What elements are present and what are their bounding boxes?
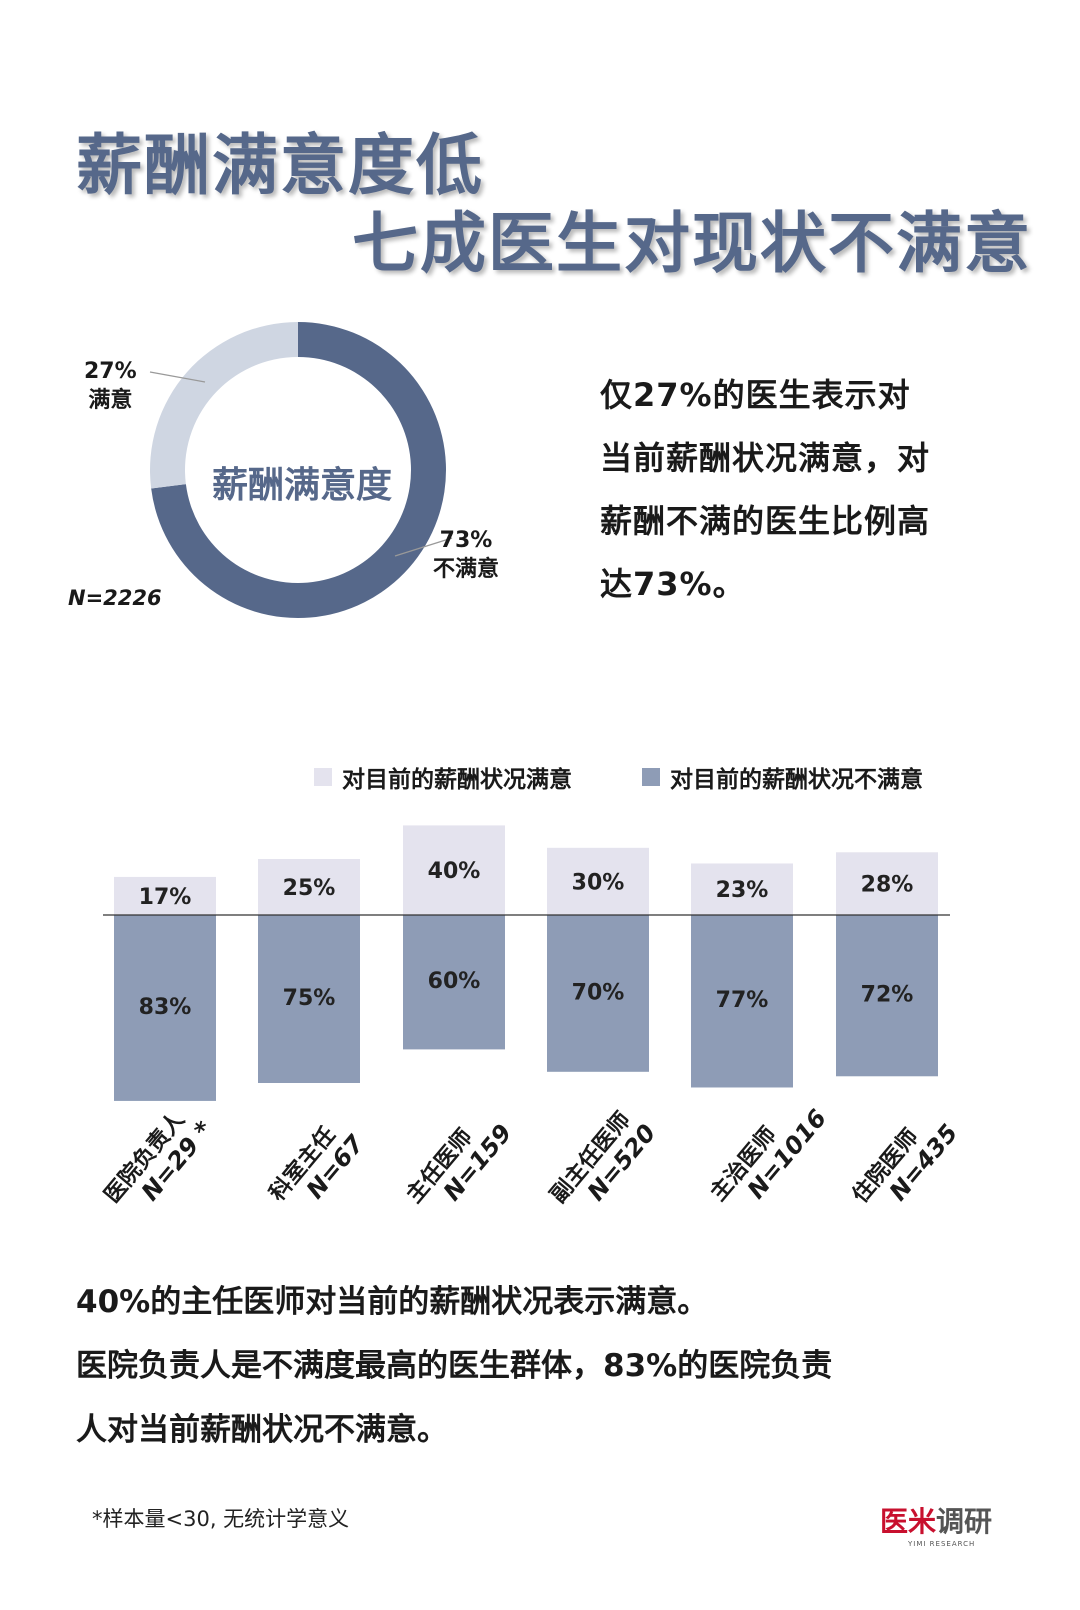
- title-line-1: 薪酬满意度低: [76, 127, 484, 204]
- category-label: 主任医师 N=159: [402, 1103, 517, 1226]
- legend-label-satisfied: 对目前的薪酬状况满意: [342, 767, 572, 793]
- donut-slice-satisfied: [149, 322, 298, 489]
- summary-bars-line: 人对当前薪酬状况不满意。: [76, 1412, 448, 1448]
- summary-donut-line: 当前薪酬状况满意，对: [600, 439, 931, 477]
- summary-donut: 仅27%的医生表示对 当前薪酬状况满意，对 薪酬不满的医生比例高 达73%。: [600, 364, 980, 616]
- bar-chart: 17% 83% 25% 75% 40% 60% 30% 70% 23% 77% 28% 72%: [103, 825, 950, 1101]
- data-label-satisfied: 23%: [716, 878, 769, 903]
- summary-donut-line: 仅27%的医生表示对: [600, 376, 911, 414]
- bar-satisfied: [114, 876, 216, 915]
- data-label-satisfied: 30%: [572, 870, 625, 895]
- legend-item-unsatisfied: 对目前的薪酬状况不满意: [642, 760, 923, 794]
- title-line-2: 七成医生对现状不满意: [352, 205, 1032, 282]
- satisfied-label: 满意: [88, 388, 133, 413]
- donut-label-satisfied: 27% 满意: [84, 357, 137, 415]
- data-label-unsatisfied: 77%: [716, 988, 769, 1013]
- legend-swatch-unsatisfied: [642, 768, 660, 786]
- leader-line-unsatisfied: [394, 537, 453, 557]
- category-label: 副主任医师 N=520: [546, 1103, 661, 1226]
- summary-donut-line: 薪酬不满的医生比例高: [600, 502, 931, 540]
- unsatisfied-percent: 73%: [439, 528, 493, 553]
- data-label-unsatisfied: 60%: [428, 969, 481, 994]
- logo-part-1: 医米: [880, 1505, 937, 1538]
- unsatisfied-label: 不满意: [433, 557, 500, 582]
- bar-satisfied: [258, 859, 360, 915]
- leader-line-satisfied: [149, 371, 206, 383]
- summary-bars-line: 40%的主任医师对当前的薪酬状况表示满意。: [76, 1284, 709, 1320]
- bar-satisfied: [836, 852, 938, 915]
- summary-bars: 40%的主任医师对当前的薪酬状况表示满意。 医院负责人是不满度最高的医生群体，8…: [76, 1270, 996, 1462]
- legend-swatch-satisfied: [314, 768, 332, 786]
- data-label-unsatisfied: 72%: [861, 983, 914, 1008]
- category-label: 住院医师 N=435: [848, 1103, 963, 1226]
- category-label: 科室主任 N=67: [265, 1114, 370, 1224]
- satisfied-percent: 27%: [84, 359, 137, 384]
- bar-unsatisfied: [836, 915, 938, 1077]
- donut-center-label: 薪酬满意度: [211, 465, 392, 506]
- bar-satisfied: [691, 863, 793, 915]
- data-label-unsatisfied: 83%: [139, 995, 192, 1020]
- data-label-unsatisfied: 70%: [572, 980, 625, 1005]
- logo-part-2: 调研: [936, 1505, 993, 1538]
- bar-unsatisfied: [114, 915, 216, 1101]
- donut-sample-size: N=2226: [68, 586, 162, 610]
- bar-satisfied: [403, 825, 505, 915]
- bar-unsatisfied: [547, 915, 649, 1072]
- data-label-satisfied: 17%: [139, 885, 192, 910]
- footnote: *样本量<30, 无统计学意义: [92, 1507, 350, 1531]
- bar-unsatisfied: [258, 915, 360, 1083]
- summary-donut-line: 达73%。: [600, 565, 746, 603]
- donut-chart: [149, 322, 453, 618]
- data-label-unsatisfied: 75%: [283, 986, 336, 1011]
- bar-satisfied: [547, 847, 649, 915]
- bar-unsatisfied: [691, 915, 793, 1088]
- brand-logo: 医米调研 YIMI RESEARCH: [880, 1500, 1010, 1548]
- bar-unsatisfied: [403, 915, 505, 1050]
- donut-label-unsatisfied: 73% 不满意: [433, 526, 499, 584]
- data-label-satisfied: 40%: [428, 859, 481, 884]
- legend-label-unsatisfied: 对目前的薪酬状况不满意: [670, 767, 923, 793]
- legend-item-satisfied: 对目前的薪酬状况满意: [314, 760, 572, 794]
- data-label-satisfied: 28%: [861, 873, 914, 898]
- data-label-satisfied: 25%: [283, 876, 336, 901]
- summary-bars-line: 医院负责人是不满度最高的医生群体，83%的医院负责: [76, 1348, 833, 1384]
- logo-subtitle: YIMI RESEARCH: [908, 1540, 976, 1548]
